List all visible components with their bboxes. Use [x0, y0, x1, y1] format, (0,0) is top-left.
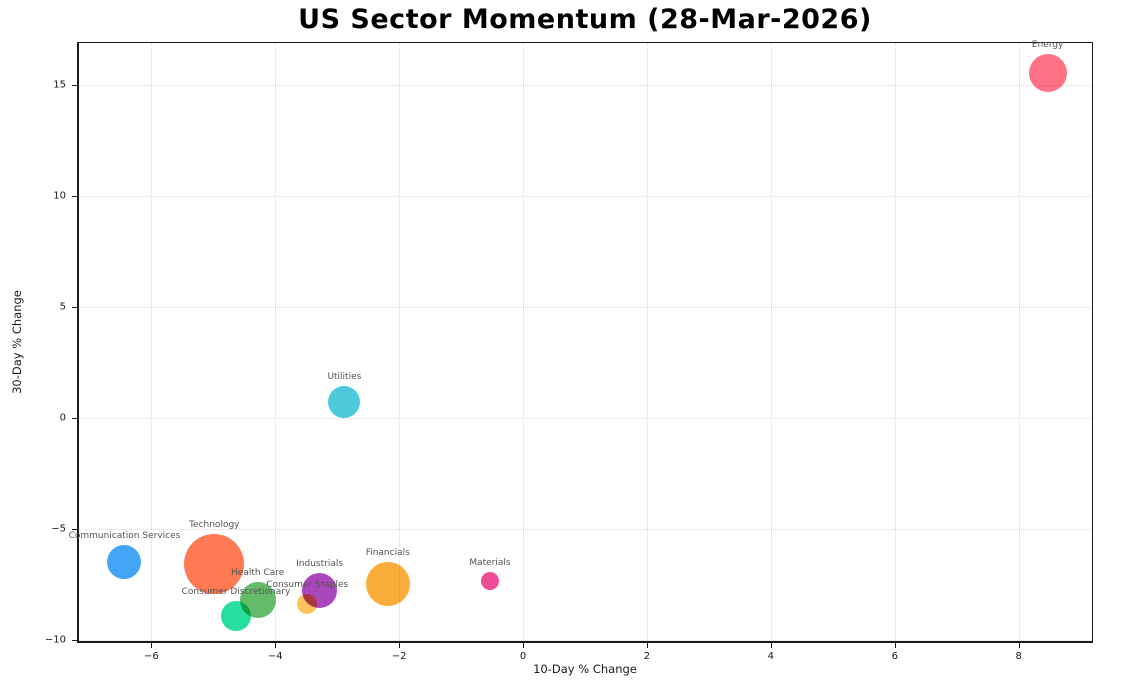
gridline-y-15 — [79, 85, 1092, 87]
bubble-label-industrials: Industrials — [296, 559, 344, 570]
gridline-x--6 — [151, 43, 153, 641]
x-tick-label: −2 — [391, 651, 407, 662]
x-tick — [770, 643, 772, 648]
bubble-financials — [365, 562, 410, 607]
bubble-communication-services — [107, 545, 142, 580]
y-tick-label: −10 — [44, 634, 66, 646]
y-tick — [72, 417, 77, 419]
gridline-x--4 — [275, 43, 277, 641]
y-tick — [72, 639, 77, 641]
bubble-label-communication-services: Communication Services — [68, 531, 181, 542]
x-tick-label: 4 — [767, 651, 775, 662]
y-tick-label: 0 — [59, 412, 66, 424]
x-tick-label: 0 — [519, 651, 527, 662]
bubble-label-technology: Technology — [189, 520, 240, 531]
gridline-x-6 — [894, 43, 896, 641]
y-tick — [72, 85, 77, 87]
gridline-y--5 — [79, 528, 1092, 530]
bubble-energy — [1028, 54, 1067, 93]
gridline-x-8 — [1018, 43, 1020, 641]
bubble-materials — [480, 571, 499, 590]
y-axis-label: 30-Day % Change — [10, 290, 24, 394]
x-tick — [523, 643, 525, 648]
gridline-x--2 — [399, 43, 401, 641]
y-tick — [72, 196, 77, 198]
x-tick-label: 6 — [891, 651, 898, 662]
bubble-label-energy: Energy — [1031, 40, 1064, 51]
plot-area: Energy Utilities Communication Services Tec… — [69, 40, 1093, 643]
x-tick — [151, 643, 153, 648]
bubble-label-financials: Financials — [365, 548, 410, 559]
x-tick-label: −6 — [143, 651, 159, 662]
y-tick — [72, 307, 77, 309]
gridline-y-5 — [79, 307, 1092, 309]
chart-title: US Sector Momentum (28-Mar-2026) — [298, 4, 872, 35]
bubble-technology — [184, 534, 245, 595]
y-tick-label: 15 — [53, 79, 66, 91]
gridline-y-10 — [79, 196, 1092, 198]
bubble-consumer-discretionary — [220, 601, 251, 632]
x-tick — [399, 643, 401, 648]
gridline-y--10 — [79, 639, 1092, 641]
x-tick-label: −4 — [267, 651, 283, 662]
bubble-label-health-care: Health Care — [231, 567, 285, 578]
x-tick-label: 8 — [1015, 651, 1022, 662]
x-tick — [275, 643, 277, 648]
y-tick-label: 5 — [59, 301, 66, 313]
y-tick-label: 10 — [53, 190, 66, 202]
bubble-label-consumer-discretionary: Consumer Discretionary — [181, 587, 291, 598]
gridline-x-2 — [646, 43, 648, 641]
bubble-label-consumer-staples: Consumer Staples — [266, 580, 349, 591]
x-tick — [646, 643, 648, 648]
gridline-x-0 — [523, 43, 525, 641]
bubble-industrials — [302, 573, 338, 609]
x-tick-label: 2 — [643, 651, 651, 662]
bubble-label-materials: Materials — [469, 557, 511, 568]
gridline-y-0 — [79, 417, 1092, 419]
x-tick — [1018, 643, 1020, 648]
x-tick — [894, 643, 896, 648]
gridline-x-4 — [770, 43, 772, 641]
y-tick-label: −5 — [51, 523, 66, 535]
bubble-label-utilities: Utilities — [327, 372, 362, 383]
bubble-utilities — [328, 386, 361, 419]
x-axis-label: 10-Day % Change — [533, 662, 637, 676]
y-tick — [72, 528, 77, 530]
